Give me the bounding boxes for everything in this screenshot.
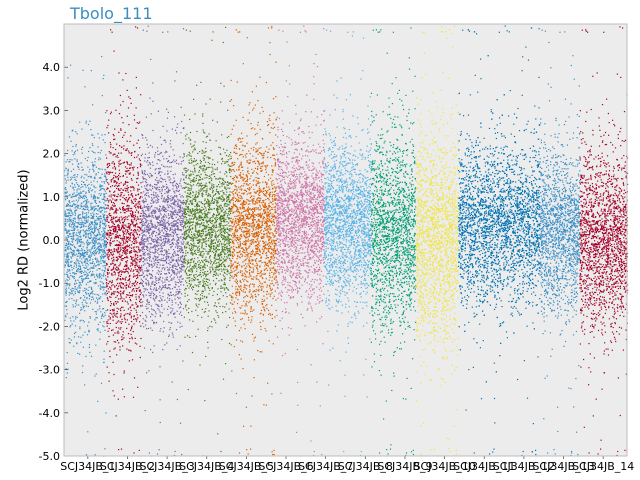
x-tick-label: SCJ34JB_1 <box>60 460 115 473</box>
x-axis-ticks: SCJ34JB_1SCJ34JB_2SCJ34JB_3SCJ34JB_4SCJ3… <box>60 456 634 473</box>
series-band-1 <box>64 56 107 457</box>
series-band-4 <box>183 26 232 457</box>
x-tick-label: SCJ34JB_11 <box>453 460 515 473</box>
x-tick-label: SCJ34JB_4 <box>179 460 234 473</box>
y-tick-label: -2.0 <box>39 320 60 333</box>
x-tick-label: SCJ34JB_7 <box>298 460 353 473</box>
y-tick-label: 4.0 <box>43 61 61 74</box>
x-tick-label: SCJ34JB_13 <box>532 460 594 473</box>
y-tick-label: -1.0 <box>39 277 60 290</box>
plot-area <box>64 24 627 456</box>
y-tick-label: 1.0 <box>43 191 61 204</box>
y-tick-label: -3.0 <box>39 364 60 377</box>
x-tick-label: SCJ34JB_2 <box>100 460 155 473</box>
series-band-9 <box>415 25 460 457</box>
series-band-7 <box>323 29 372 457</box>
x-tick-label: SCJ34JB_10 <box>414 460 476 473</box>
chart-title: Tbolo_111 <box>70 4 153 23</box>
x-tick-label: SCJ34JB_5 <box>219 460 274 473</box>
x-tick-label: SCJ34JB_6 <box>258 460 313 473</box>
x-tick-label: SCJ34JB_12 <box>493 460 555 473</box>
series-band-2 <box>105 26 142 454</box>
x-tick-label: SCJ34JB_8 <box>338 460 393 473</box>
y-tick-label: 2.0 <box>43 148 61 161</box>
series-band-10 <box>457 25 541 457</box>
series-band-6 <box>275 25 325 457</box>
y-tick-label: -4.0 <box>39 407 60 420</box>
y-tick-label: 3.0 <box>43 104 61 117</box>
y-tick-label: 0.0 <box>43 234 61 247</box>
x-tick-label: SCJ34JB_3 <box>140 460 195 473</box>
y-axis-ticks: -5.0 -4.0 -3.0 -2.0 -1.0 0.0 1.0 2.0 3.0 4.0 <box>39 61 68 463</box>
series-band-11 <box>539 29 581 457</box>
series-band-3 <box>140 25 185 457</box>
data-points <box>64 25 629 457</box>
plot-frame <box>63 23 628 457</box>
y-tick-label: -5.0 <box>39 450 60 463</box>
x-tick-label: SCJ34JB_14 <box>572 460 634 473</box>
x-tick-label: SCJ34JB_9 <box>377 460 432 473</box>
series-band-12 <box>579 26 629 457</box>
series-band-8 <box>370 27 417 457</box>
